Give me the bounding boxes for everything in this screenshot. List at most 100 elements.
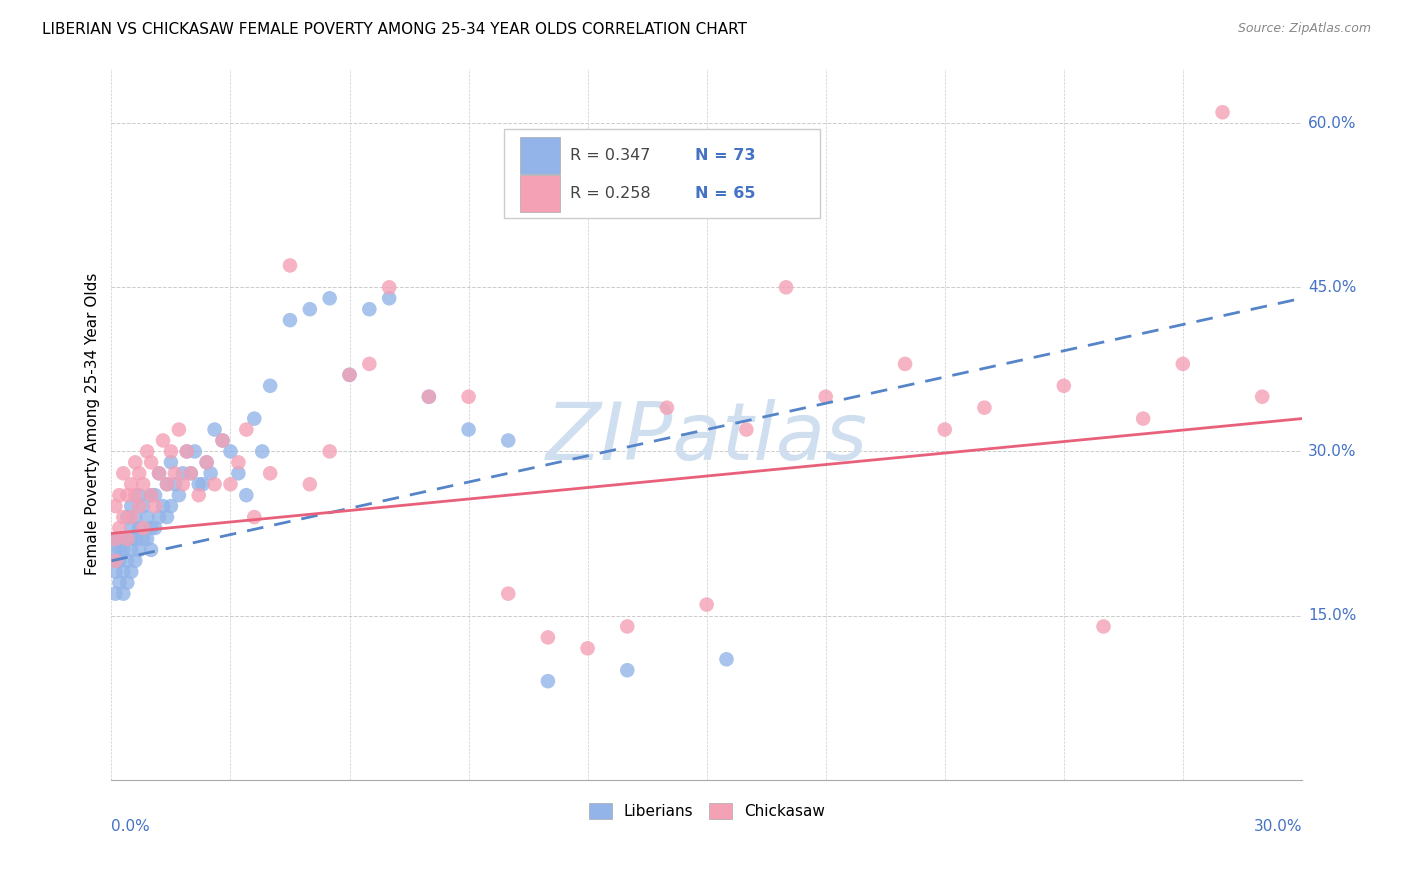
Point — [156, 510, 179, 524]
Point — [160, 444, 183, 458]
Point — [124, 455, 146, 469]
Point — [104, 587, 127, 601]
Point — [132, 477, 155, 491]
Point — [339, 368, 361, 382]
Point — [814, 390, 837, 404]
Point — [124, 532, 146, 546]
Point — [120, 499, 142, 513]
Point — [112, 510, 135, 524]
Point — [219, 477, 242, 491]
Point — [243, 411, 266, 425]
Point — [112, 587, 135, 601]
Point — [117, 554, 139, 568]
Point — [378, 291, 401, 305]
Point — [132, 499, 155, 513]
Point — [128, 521, 150, 535]
Point — [108, 542, 131, 557]
Point — [1171, 357, 1194, 371]
Point — [259, 378, 281, 392]
Point — [228, 467, 250, 481]
Point — [191, 477, 214, 491]
Point — [112, 467, 135, 481]
Point — [195, 455, 218, 469]
Point — [148, 467, 170, 481]
Point — [1251, 390, 1274, 404]
Text: Source: ZipAtlas.com: Source: ZipAtlas.com — [1237, 22, 1371, 36]
Point — [120, 521, 142, 535]
Point — [104, 532, 127, 546]
Point — [108, 554, 131, 568]
Point — [143, 499, 166, 513]
Text: 30.0%: 30.0% — [1253, 819, 1302, 834]
Point — [187, 488, 209, 502]
Point — [204, 423, 226, 437]
Point — [973, 401, 995, 415]
Point — [148, 510, 170, 524]
Point — [132, 521, 155, 535]
Point — [167, 423, 190, 437]
Point — [128, 542, 150, 557]
Point — [1132, 411, 1154, 425]
Text: R = 0.258: R = 0.258 — [569, 186, 651, 202]
Text: N = 73: N = 73 — [695, 148, 755, 163]
Point — [211, 434, 233, 448]
Text: 60.0%: 60.0% — [1308, 116, 1357, 131]
Point — [128, 467, 150, 481]
Point — [136, 444, 159, 458]
Point — [104, 554, 127, 568]
Point — [298, 302, 321, 317]
Point — [112, 565, 135, 579]
Point — [120, 510, 142, 524]
Point — [204, 477, 226, 491]
Point — [537, 674, 560, 689]
Point — [176, 444, 198, 458]
Point — [318, 444, 340, 458]
Legend: Liberians, Chickasaw: Liberians, Chickasaw — [582, 797, 831, 825]
Point — [1053, 378, 1076, 392]
Point — [496, 587, 519, 601]
Point — [339, 368, 361, 382]
Point — [104, 499, 127, 513]
Point — [616, 619, 638, 633]
Point — [120, 542, 142, 557]
Point — [576, 641, 599, 656]
Point — [187, 477, 209, 491]
Point — [117, 510, 139, 524]
Text: ZIPatlas: ZIPatlas — [546, 400, 868, 477]
Point — [128, 499, 150, 513]
Point — [104, 532, 127, 546]
Point — [180, 467, 202, 481]
Point — [152, 434, 174, 448]
Text: 45.0%: 45.0% — [1308, 280, 1357, 295]
FancyBboxPatch shape — [520, 176, 560, 212]
Point — [139, 521, 162, 535]
Point — [108, 575, 131, 590]
Point — [172, 477, 194, 491]
FancyBboxPatch shape — [520, 137, 560, 174]
Point — [176, 444, 198, 458]
Point — [259, 467, 281, 481]
Point — [136, 532, 159, 546]
Point — [104, 554, 127, 568]
Point — [163, 477, 186, 491]
Point — [457, 423, 479, 437]
Point — [200, 467, 222, 481]
Point — [735, 423, 758, 437]
Point — [243, 510, 266, 524]
Point — [120, 477, 142, 491]
Point — [124, 510, 146, 524]
Point — [120, 532, 142, 546]
Point — [1092, 619, 1115, 633]
Point — [894, 357, 917, 371]
Point — [235, 423, 257, 437]
Y-axis label: Female Poverty Among 25-34 Year Olds: Female Poverty Among 25-34 Year Olds — [86, 273, 100, 575]
Point — [418, 390, 440, 404]
Point — [359, 302, 381, 317]
Text: 30.0%: 30.0% — [1308, 444, 1357, 458]
Point — [108, 488, 131, 502]
Point — [128, 488, 150, 502]
Point — [139, 488, 162, 502]
Point — [180, 467, 202, 481]
Point — [359, 357, 381, 371]
Point — [124, 488, 146, 502]
